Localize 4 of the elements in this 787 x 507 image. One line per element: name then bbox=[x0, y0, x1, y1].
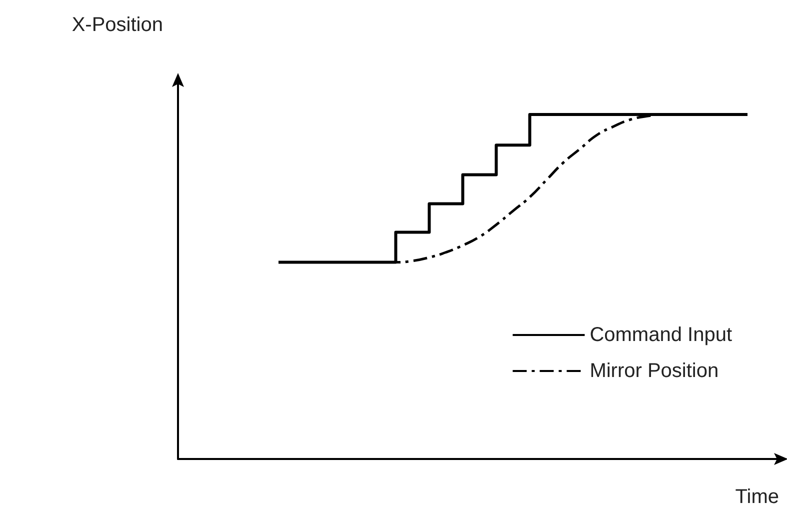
x-axis-title: Time bbox=[735, 486, 779, 507]
legend-label: Mirror Position bbox=[590, 360, 719, 382]
y-axis-title: X-Position bbox=[72, 14, 163, 36]
legend-label: Command Input bbox=[590, 324, 732, 346]
